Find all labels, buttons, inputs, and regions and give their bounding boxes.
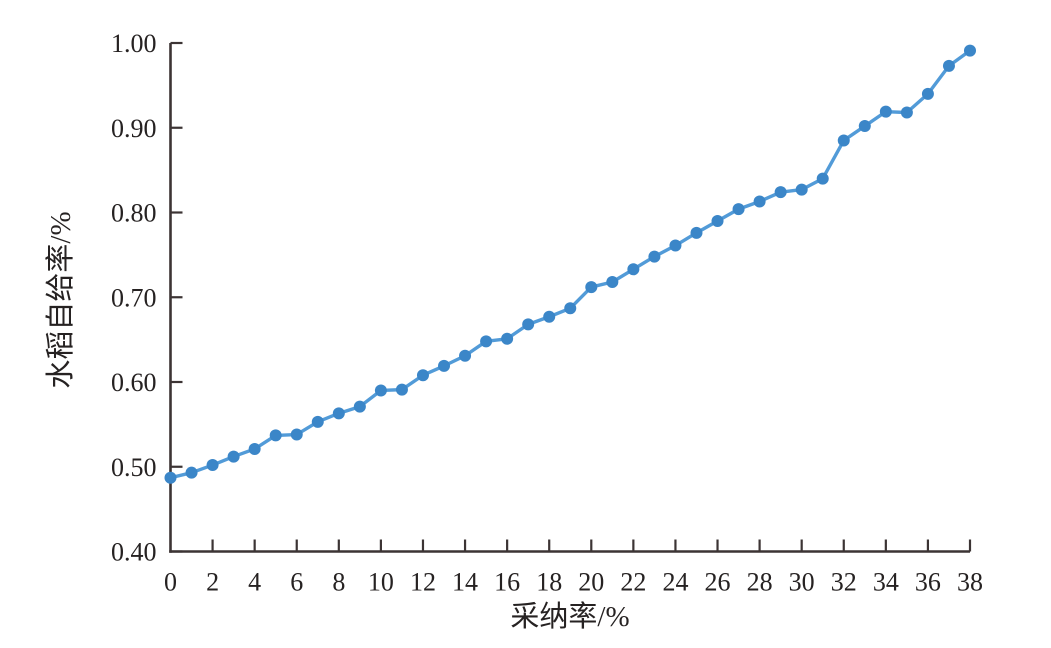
x-tick-label: 10 — [368, 568, 394, 597]
y-axis-title: 水稻自给率/% — [44, 211, 77, 388]
data-point-marker — [311, 415, 324, 428]
data-point-marker — [459, 349, 472, 362]
x-tick-label: 14 — [452, 568, 478, 597]
x-tick-label: 32 — [831, 568, 857, 597]
x-tick-label: 16 — [494, 568, 520, 597]
data-point-marker — [501, 332, 514, 345]
x-axis-title: 采纳率/% — [510, 600, 629, 633]
x-tick-label: 30 — [789, 568, 815, 597]
data-point-marker — [711, 214, 724, 227]
data-point-marker — [164, 471, 177, 484]
tick-marks — [170, 41, 972, 553]
data-point-marker — [858, 120, 871, 133]
x-tick-label: 34 — [873, 568, 899, 597]
y-tick-label: 0.50 — [111, 453, 157, 482]
series-line — [168, 48, 972, 480]
data-point-marker — [438, 359, 451, 372]
data-point-marker — [964, 44, 976, 57]
x-tick-label: 28 — [747, 568, 773, 597]
data-point-marker — [480, 335, 493, 348]
data-point-marker — [879, 105, 892, 118]
data-point-marker — [185, 466, 198, 479]
data-point-marker — [837, 134, 850, 147]
axes — [169, 43, 970, 553]
data-point-marker — [374, 384, 387, 397]
data-point-marker — [416, 369, 429, 382]
x-tick-label: 20 — [578, 568, 604, 597]
data-point-marker — [606, 275, 619, 288]
x-tick-label: 4 — [248, 568, 261, 597]
x-tick-label: 36 — [915, 568, 941, 597]
data-point-marker — [795, 183, 808, 196]
data-point-marker — [690, 226, 703, 239]
x-tick-label: 6 — [290, 568, 303, 597]
data-point-marker — [395, 383, 408, 396]
data-point-marker — [648, 250, 661, 263]
data-point-marker — [942, 59, 955, 72]
y-tick-label: 0.80 — [111, 199, 157, 228]
data-point-marker — [627, 263, 640, 276]
x-tick-label: 0 — [164, 568, 177, 597]
data-point-marker — [543, 310, 556, 323]
x-tick-label: 18 — [536, 568, 562, 597]
data-point-marker — [332, 407, 345, 420]
data-series — [164, 44, 976, 484]
y-tick-label: 0.70 — [111, 283, 157, 312]
data-point-marker — [353, 400, 366, 413]
y-tick-label: 0.60 — [111, 368, 157, 397]
data-point-marker — [227, 450, 240, 463]
y-tick-label: 0.90 — [111, 114, 157, 143]
y-tick-label: 1.00 — [111, 29, 157, 58]
data-point-marker — [269, 429, 282, 442]
data-point-marker — [900, 106, 913, 119]
tick-labels: 0.400.500.600.700.800.901.000 2 4 6 8 10 12 14 1… — [111, 29, 983, 597]
x-tick-label: 22 — [620, 568, 646, 597]
data-point-marker — [290, 428, 303, 441]
y-tick-label: 0.40 — [111, 538, 157, 567]
x-tick-label: 26 — [705, 568, 731, 597]
x-tick-label: 2 — [206, 568, 219, 597]
data-point-marker — [732, 203, 745, 216]
data-point-marker — [753, 195, 766, 208]
x-tick-label: 24 — [662, 568, 688, 597]
data-point-marker — [564, 302, 577, 315]
data-point-marker — [774, 186, 787, 199]
x-tick-label: 8 — [332, 568, 345, 597]
data-point-marker — [522, 318, 535, 331]
x-tick-label: 12 — [410, 568, 436, 597]
data-point-marker — [921, 87, 934, 100]
x-tick-label: 38 — [957, 568, 983, 597]
data-point-marker — [816, 172, 829, 185]
data-point-marker — [248, 442, 261, 455]
data-point-marker — [669, 239, 682, 252]
data-point-marker — [206, 459, 219, 472]
data-point-marker — [585, 281, 598, 294]
